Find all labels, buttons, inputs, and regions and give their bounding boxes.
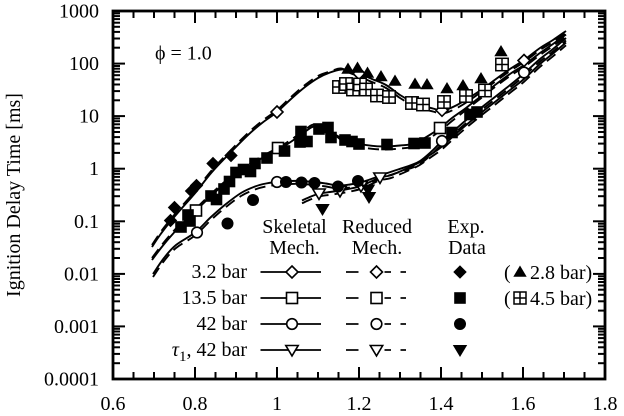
- svg-text:1: 1: [272, 393, 282, 415]
- svg-text:1.4: 1.4: [429, 393, 454, 415]
- svg-text:0.0001: 0.0001: [44, 369, 99, 391]
- svg-text:4.5 bar): 4.5 bar): [530, 288, 592, 310]
- svg-text:Mech.: Mech.: [352, 237, 403, 259]
- svg-text:3.2 bar: 3.2 bar: [191, 261, 247, 283]
- svg-text:Mech.: Mech.: [269, 237, 320, 259]
- svg-text:Ignition Delay Time [ms]: Ignition Delay Time [ms]: [3, 93, 25, 297]
- svg-text:0.01: 0.01: [64, 263, 99, 285]
- svg-text:Data: Data: [448, 237, 486, 259]
- svg-text:Exp.: Exp.: [447, 216, 484, 238]
- svg-text:ϕ = 1.0: ϕ = 1.0: [155, 43, 212, 65]
- svg-text:2.8 bar): 2.8 bar): [530, 262, 592, 284]
- svg-text:1.2: 1.2: [347, 393, 372, 415]
- svg-text:1.6: 1.6: [511, 393, 536, 415]
- svg-text:10: 10: [79, 106, 99, 128]
- svg-text:0.1: 0.1: [74, 211, 99, 233]
- svg-text:42 bar: 42 bar: [196, 313, 247, 335]
- svg-text:1: 1: [89, 158, 99, 180]
- svg-text:1.8: 1.8: [593, 393, 618, 415]
- svg-text:τ1, 42 bar: τ1, 42 bar: [172, 339, 248, 365]
- svg-text:(: (: [504, 262, 511, 284]
- svg-text:1000: 1000: [59, 1, 99, 23]
- svg-text:Skeletal: Skeletal: [262, 216, 327, 238]
- svg-text:(: (: [504, 288, 511, 310]
- svg-text:100: 100: [69, 53, 99, 75]
- svg-text:Reduced: Reduced: [342, 216, 412, 238]
- svg-text:0.6: 0.6: [101, 393, 126, 415]
- svg-text:0.8: 0.8: [183, 393, 208, 415]
- svg-text:0.001: 0.001: [54, 316, 99, 338]
- svg-text:13.5 bar: 13.5 bar: [181, 287, 247, 309]
